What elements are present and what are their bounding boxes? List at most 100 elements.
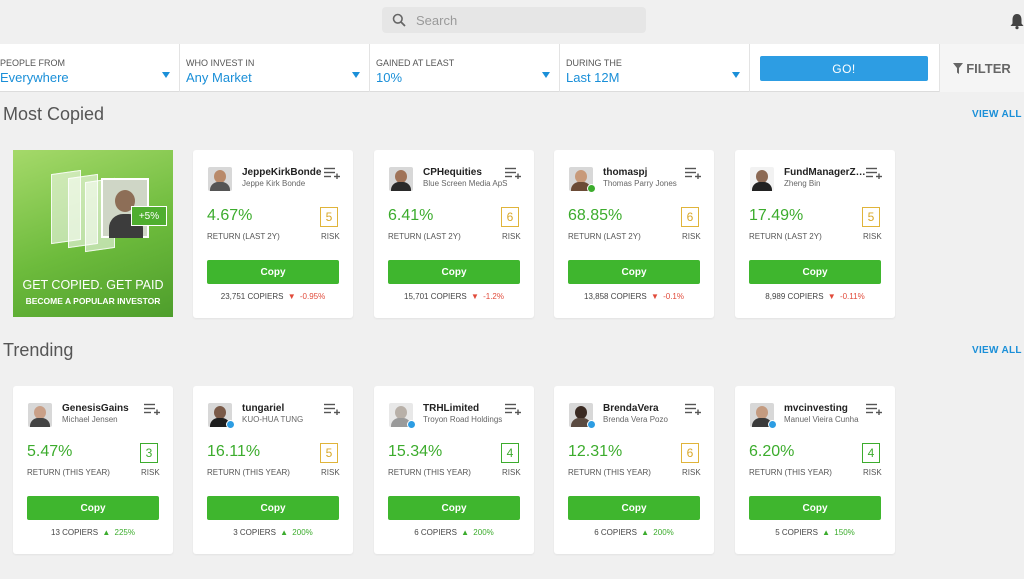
copiers-info: 3 COPIERS ▲ 200% [193, 528, 353, 537]
add-to-watchlist-icon[interactable] [866, 167, 882, 179]
copy-button[interactable]: Copy [27, 496, 159, 520]
trader-card[interactable]: tungariel KUO-HUA TUNG 16.11% RETURN (TH… [193, 386, 353, 554]
return-value: 6.41% [388, 207, 434, 224]
trader-card[interactable]: mvcinvesting Manuel Vieira Cunha 6.20% R… [735, 386, 895, 554]
trader-username[interactable]: CPHequities [423, 167, 482, 178]
trader-card[interactable]: JeppeKirkBonde Jeppe Kirk Bonde 4.67% RE… [193, 150, 353, 318]
risk-label: RISK [321, 232, 340, 241]
add-to-watchlist-icon[interactable] [685, 403, 701, 415]
trader-card[interactable]: thomaspj Thomas Parry Jones 68.85% RETUR… [554, 150, 714, 318]
avatar[interactable] [28, 403, 52, 427]
section-title-most-copied: Most Copied [3, 104, 105, 124]
copiers-change: -1.2% [483, 292, 504, 301]
chevron-down-icon [162, 72, 170, 78]
promo-banner[interactable]: +5% GET COPIED. GET PAID BECOME A POPULA… [13, 150, 173, 317]
trader-fullname: Manuel Vieira Cunha [784, 415, 859, 424]
copiers-count: 6 COPIERS [594, 528, 637, 537]
add-to-watchlist-icon[interactable] [866, 403, 882, 415]
trader-username[interactable]: BrendaVera [603, 403, 659, 414]
add-to-watchlist-icon[interactable] [685, 167, 701, 179]
avatar[interactable] [389, 167, 413, 191]
add-to-watchlist-icon[interactable] [505, 167, 521, 179]
filter-value: Last 12M [566, 70, 620, 85]
trader-username[interactable]: GenesisGains [62, 403, 129, 414]
filter-value: Any Market [186, 70, 252, 85]
add-to-watchlist-icon[interactable] [505, 403, 521, 415]
copiers-info: 23,751 COPIERS ▼ -0.95% [193, 292, 353, 301]
copiers-count: 3 COPIERS [233, 528, 276, 537]
copy-button[interactable]: Copy [568, 496, 700, 520]
trader-username[interactable]: thomaspj [603, 167, 648, 178]
trader-username[interactable]: JeppeKirkBonde [242, 167, 322, 178]
search-icon [392, 13, 406, 27]
view-all-trending[interactable]: VIEW ALL [972, 345, 1022, 356]
search-input[interactable] [416, 12, 636, 28]
risk-score: 5 [320, 443, 338, 463]
avatar[interactable] [208, 167, 232, 191]
filter-during-the[interactable]: DURING THE Last 12M [560, 44, 750, 92]
copy-button[interactable]: Copy [207, 260, 339, 284]
chevron-down-icon [542, 72, 550, 78]
return-value: 4.67% [207, 207, 253, 224]
copy-button[interactable]: Copy [388, 260, 520, 284]
triangle-down-icon: ▼ [650, 292, 659, 301]
return-label: RETURN (LAST 2Y) [749, 232, 822, 241]
add-to-watchlist-icon[interactable] [324, 167, 340, 179]
trader-card[interactable]: GenesisGains Michael Jensen 5.47% RETURN… [13, 386, 173, 554]
risk-score: 6 [501, 207, 519, 227]
copiers-count: 23,751 COPIERS [220, 292, 284, 301]
search-box[interactable] [382, 7, 646, 33]
return-label: RETURN (THIS YEAR) [568, 468, 651, 477]
return-label: RETURN (THIS YEAR) [749, 468, 832, 477]
risk-label: RISK [863, 468, 882, 477]
triangle-up-icon: ▲ [641, 528, 650, 537]
filter-label: GAINED AT LEAST [376, 58, 455, 68]
trader-card[interactable]: TRHLimited Troyon Road Holdings 15.34% R… [374, 386, 534, 554]
copy-button[interactable]: Copy [568, 260, 700, 284]
promo-subline: BECOME A POPULAR INVESTOR [25, 296, 161, 306]
view-all-most-copied[interactable]: VIEW ALL [972, 109, 1022, 120]
copiers-count: 13,858 COPIERS [584, 292, 647, 301]
filter-label: WHO INVEST IN [186, 58, 255, 68]
filter-people-from[interactable]: PEOPLE FROM Everywhere [0, 44, 180, 92]
trader-card[interactable]: BrendaVera Brenda Vera Pozo 12.31% RETUR… [554, 386, 714, 554]
copiers-info: 6 COPIERS ▲ 200% [374, 528, 534, 537]
trader-username[interactable]: tungariel [242, 403, 285, 414]
return-value: 6.20% [749, 443, 795, 460]
triangle-down-icon: ▼ [287, 292, 296, 301]
promo-headline: GET COPIED. GET PAID [22, 278, 164, 292]
return-value: 16.11% [207, 443, 261, 460]
trader-username[interactable]: mvcinvesting [784, 403, 848, 414]
verified-badge-icon [768, 420, 777, 429]
copiers-change: -0.1% [663, 292, 684, 301]
copy-button[interactable]: Copy [207, 496, 339, 520]
risk-score: 5 [862, 207, 880, 227]
return-value: 5.47% [27, 443, 73, 460]
copy-button[interactable]: Copy [749, 260, 881, 284]
bell-icon[interactable] [1008, 12, 1024, 30]
trader-username[interactable]: TRHLimited [423, 403, 480, 414]
return-label: RETURN (LAST 2Y) [568, 232, 641, 241]
go-button[interactable]: GO! [760, 56, 928, 81]
add-to-watchlist-icon[interactable] [324, 403, 340, 415]
copiers-count: 6 COPIERS [414, 528, 457, 537]
filter-gained-at-least[interactable]: GAINED AT LEAST 10% [370, 44, 560, 92]
verified-badge-icon [226, 420, 235, 429]
avatar[interactable] [750, 167, 774, 191]
avatar[interactable] [208, 403, 232, 427]
copy-button[interactable]: Copy [749, 496, 881, 520]
top-bar [0, 0, 1024, 44]
return-label: RETURN (THIS YEAR) [388, 468, 471, 477]
filter-label: PEOPLE FROM [0, 58, 66, 68]
filter-button[interactable]: FILTER [939, 44, 1024, 92]
trader-card[interactable]: FundManagerZhengBin Zheng Bin 17.49% RET… [735, 150, 895, 318]
copiers-change: 150% [834, 528, 855, 537]
filter-bar: PEOPLE FROM Everywhere WHO INVEST IN Any… [0, 44, 1024, 92]
filter-who-invest-in[interactable]: WHO INVEST IN Any Market [180, 44, 370, 92]
add-to-watchlist-icon[interactable] [144, 403, 160, 415]
copy-button[interactable]: Copy [388, 496, 520, 520]
trader-username[interactable]: FundManagerZhengBin [784, 167, 869, 178]
copiers-change: 225% [114, 528, 135, 537]
trader-fullname: Michael Jensen [62, 415, 118, 424]
trader-card[interactable]: CPHequities Blue Screen Media ApS 6.41% … [374, 150, 534, 318]
